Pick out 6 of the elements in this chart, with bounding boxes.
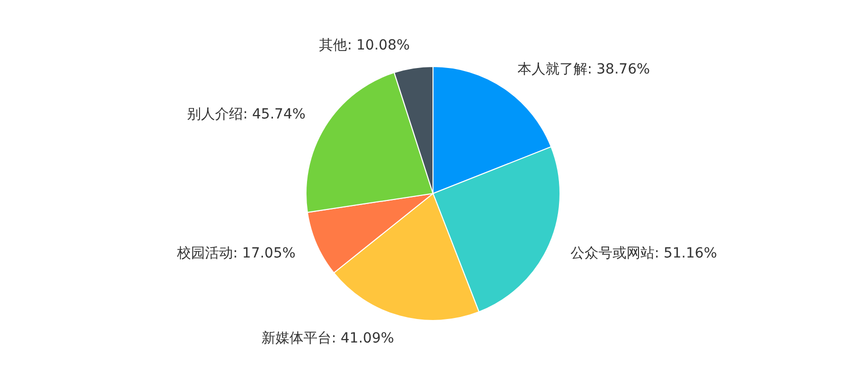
slice-label: 新媒体平台: 41.09% (261, 330, 394, 346)
slice-label: 公众号或网站: 51.16% (570, 246, 718, 262)
slice-label: 别人介绍: 45.74% (186, 106, 306, 122)
slice-label: 本人就了解: 38.76% (517, 61, 650, 78)
slice-label: 校园活动: 17.05% (176, 246, 296, 262)
slice-label: 其他: 10.08% (319, 37, 410, 54)
